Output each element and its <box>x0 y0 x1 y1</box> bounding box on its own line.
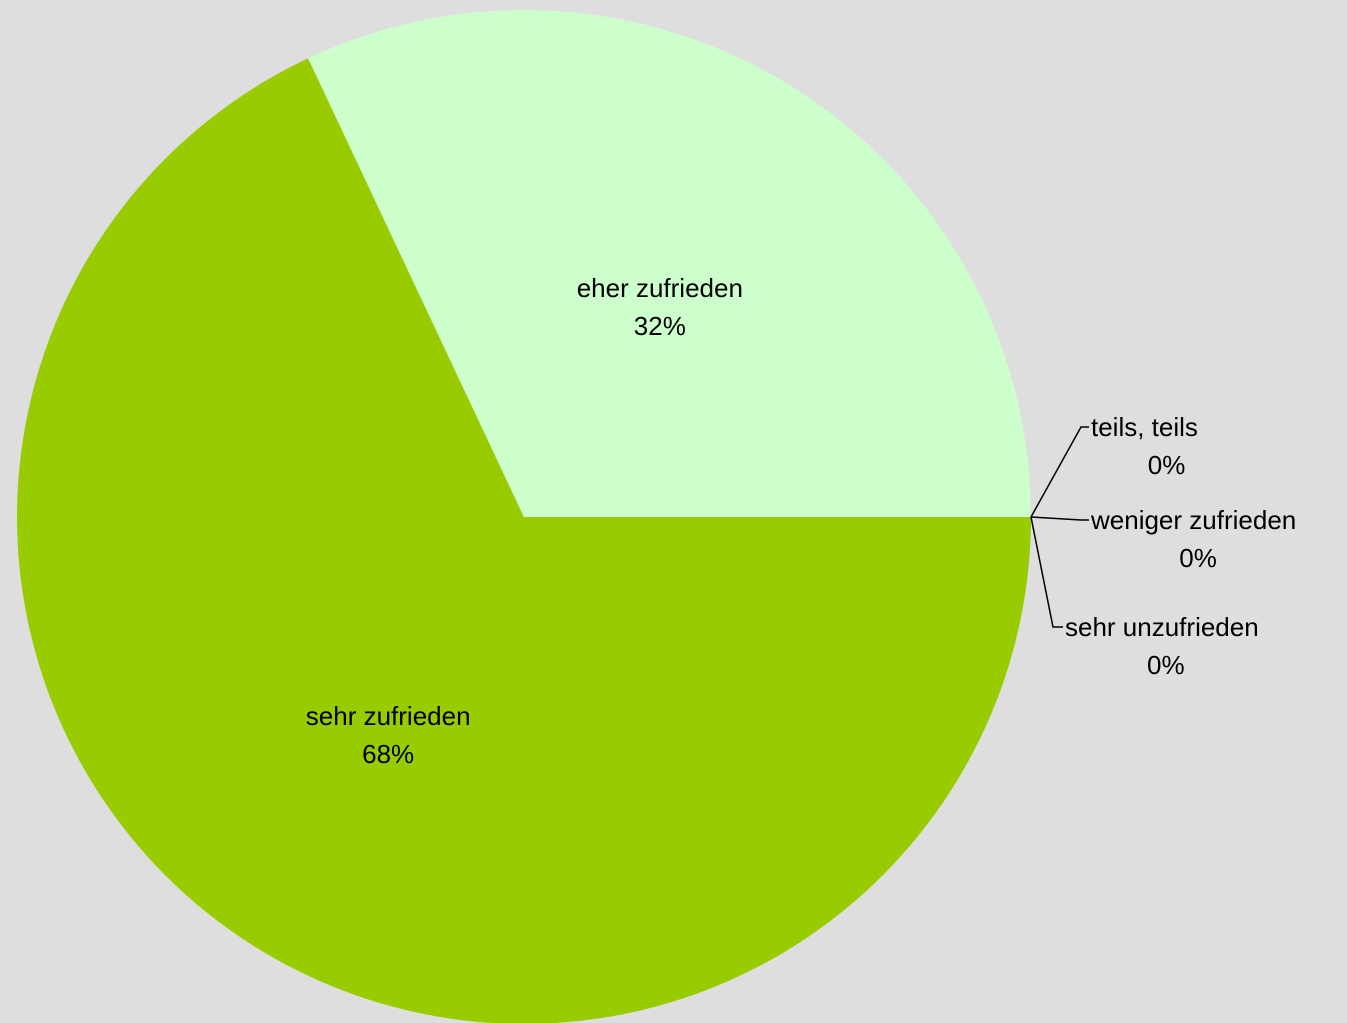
slice-value-eher-zufrieden: 32% <box>634 311 686 341</box>
slice-label-teils-teils: teils, teils <box>1091 412 1198 442</box>
slice-label-sehr-zufrieden: sehr zufrieden <box>306 701 471 731</box>
leader-line-weniger-zufrieden <box>1030 516 1089 521</box>
slice-value-weniger-zufrieden: 0% <box>1179 543 1217 573</box>
leader-line-teils-teils <box>1030 426 1089 518</box>
slice-value-sehr-zufrieden: 68% <box>362 739 414 769</box>
pie-slice-sehr-zufrieden <box>17 58 1031 1023</box>
slice-label-sehr-unzufrieden: sehr unzufrieden <box>1065 612 1259 642</box>
slice-value-teils-teils: 0% <box>1148 450 1186 480</box>
slice-value-sehr-unzufrieden: 0% <box>1147 650 1185 680</box>
slice-label-eher-zufrieden: eher zufrieden <box>577 273 743 303</box>
leader-line-sehr-unzufrieden <box>1030 516 1063 628</box>
slice-label-weniger-zufrieden: weniger zufrieden <box>1090 505 1296 535</box>
pie-slice-eher-zufrieden <box>308 9 1032 518</box>
